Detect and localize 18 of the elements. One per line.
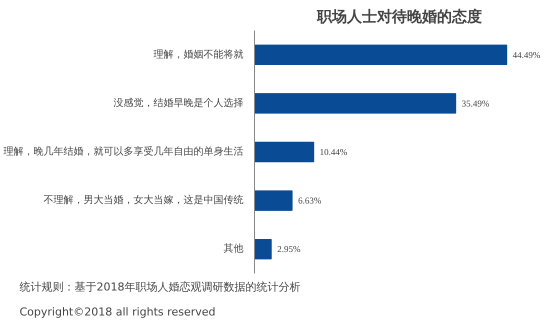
data-label: 44.49% [512, 50, 541, 60]
y-tick-label: 没感觉，结婚早晚是个人选择 [114, 96, 244, 109]
data-label: 35.49% [462, 98, 490, 108]
bar [254, 238, 272, 260]
data-label: 10.44% [320, 147, 348, 157]
data-label: 2.95% [277, 244, 301, 254]
bar [254, 190, 293, 211]
chart-title: 职场人士对待晚婚的态度 [316, 8, 482, 26]
y-tick-label: 其他 [224, 242, 244, 255]
bar [254, 142, 314, 162]
data-label: 6.63% [298, 196, 322, 206]
bar [254, 44, 508, 66]
text: Copyright©2018 all rights reserved [20, 306, 216, 318]
bar [254, 93, 456, 114]
y-tick-label: 理解，晚几年结婚，就可以多享受几年自由的单身生活 [4, 146, 244, 158]
y-tick-label: 理解，婚姻不能将就 [154, 48, 244, 60]
y-tick-label: 不理解，男大当婚，女大当嫁，这是中国传统 [44, 194, 244, 206]
text: 统计规则：基于2018年职场人婚恋观调研数据的统计分析 [20, 280, 300, 294]
